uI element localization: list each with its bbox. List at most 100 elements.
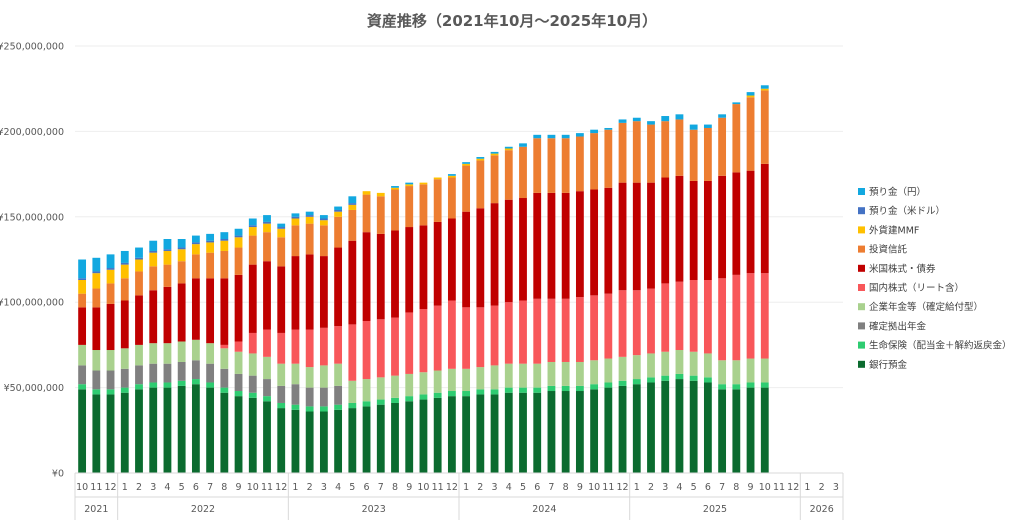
bar-segment xyxy=(78,307,87,345)
legend-label: 国内株式（リート含） xyxy=(869,282,964,294)
bar-segment xyxy=(206,240,215,243)
bar-segment xyxy=(647,353,655,378)
bar-segment xyxy=(135,344,143,366)
bar-segment xyxy=(405,186,414,228)
bar-segment xyxy=(462,307,471,369)
bar-segment xyxy=(405,401,414,473)
bar-segment xyxy=(149,266,158,291)
bar-segment xyxy=(263,356,271,380)
bar-segment xyxy=(490,365,499,390)
bar-segment xyxy=(305,254,314,330)
bar-segment xyxy=(319,387,328,407)
bar-segment xyxy=(447,300,456,369)
bar-segment xyxy=(433,221,442,306)
legend-label: 預り金（円） xyxy=(869,186,926,198)
bar-segment xyxy=(78,365,87,385)
bar-segment xyxy=(760,85,769,89)
bar-segment xyxy=(476,367,485,390)
bar-segment xyxy=(291,216,300,219)
x-tick-label: 9 xyxy=(236,482,242,493)
bar-segment xyxy=(447,177,456,219)
y-tick-label: ¥150,000,000 xyxy=(0,212,64,223)
bar-segment xyxy=(191,235,200,243)
bar-segment xyxy=(575,191,584,298)
bar-segment xyxy=(376,377,385,400)
bar-segment xyxy=(220,239,229,241)
bar-segment xyxy=(248,397,257,473)
bar-segment xyxy=(490,389,499,395)
bar-segment xyxy=(746,387,755,473)
bar-segment xyxy=(248,227,257,236)
bar-segment xyxy=(135,247,143,258)
bar-segment xyxy=(248,235,257,265)
bar-segment xyxy=(78,259,87,279)
bar-segment xyxy=(149,250,158,253)
bar-segment xyxy=(163,387,172,473)
bar-segment xyxy=(391,230,399,318)
bar-segment xyxy=(447,368,456,392)
bar-segment xyxy=(405,396,414,402)
x-year-label: 2026 xyxy=(810,504,834,515)
bar-segment xyxy=(319,365,328,388)
bar-segment xyxy=(177,361,186,381)
bar-segment xyxy=(718,389,727,473)
bar-segment xyxy=(703,377,712,383)
bar-segment xyxy=(519,392,527,473)
x-tick-label: 5 xyxy=(691,482,697,493)
x-tick-label: 7 xyxy=(548,482,554,493)
x-tick-label: 5 xyxy=(349,482,355,493)
x-tick-label: 3 xyxy=(321,482,327,493)
x-tick-label: 6 xyxy=(193,482,199,493)
bar-segment xyxy=(376,196,385,234)
bar-segment xyxy=(234,228,243,236)
bar-segment xyxy=(575,385,584,392)
bar-segment xyxy=(547,391,556,473)
legend-swatch xyxy=(858,360,865,368)
chart-title: 資産推移（2021年10月～2025年10月） xyxy=(367,12,657,30)
bar-segment xyxy=(391,375,399,398)
bar-segment xyxy=(220,387,229,393)
bar-segment xyxy=(561,361,570,386)
bar-segment xyxy=(405,182,414,185)
bar-segment xyxy=(120,392,129,473)
bar-segment xyxy=(618,290,627,357)
bar-segment xyxy=(391,187,399,190)
bar-segment xyxy=(362,191,371,195)
bar-segment xyxy=(319,256,328,328)
x-tick-label: 3 xyxy=(833,482,839,493)
bar-segment xyxy=(547,134,556,139)
bar-segment xyxy=(319,406,328,412)
bar-segment xyxy=(760,387,769,473)
bar-segment xyxy=(647,124,655,183)
bar-segment xyxy=(575,391,584,473)
bar-segment xyxy=(206,382,215,388)
bar-segment xyxy=(618,385,627,473)
bar-segment xyxy=(632,182,641,291)
bar-segment xyxy=(106,269,115,284)
x-tick-label: 6 xyxy=(364,482,370,493)
bar-segment xyxy=(191,360,200,380)
bar-segment xyxy=(419,184,428,226)
bar-segment xyxy=(746,382,755,388)
bar-segment xyxy=(248,392,257,398)
bar-segment xyxy=(746,92,755,96)
bar-segment xyxy=(718,360,727,385)
bar-segment xyxy=(405,373,414,397)
bar-segment xyxy=(575,136,584,192)
bar-segment xyxy=(661,177,670,284)
bar-segment xyxy=(220,232,229,240)
bar-segment xyxy=(277,227,286,229)
bar-segment xyxy=(689,351,698,376)
x-tick-label: 2 xyxy=(477,482,483,493)
bar-segment xyxy=(533,298,542,364)
bar-segment xyxy=(120,300,129,349)
bar-segment xyxy=(519,143,527,147)
bar-segment xyxy=(476,208,485,308)
bar-segment xyxy=(362,401,371,407)
bar-segment xyxy=(647,121,655,125)
bar-segment xyxy=(419,225,428,310)
bar-segment xyxy=(718,384,727,390)
bar-segment xyxy=(120,264,129,279)
bar-segment xyxy=(703,127,712,181)
bar-segment xyxy=(234,341,243,352)
